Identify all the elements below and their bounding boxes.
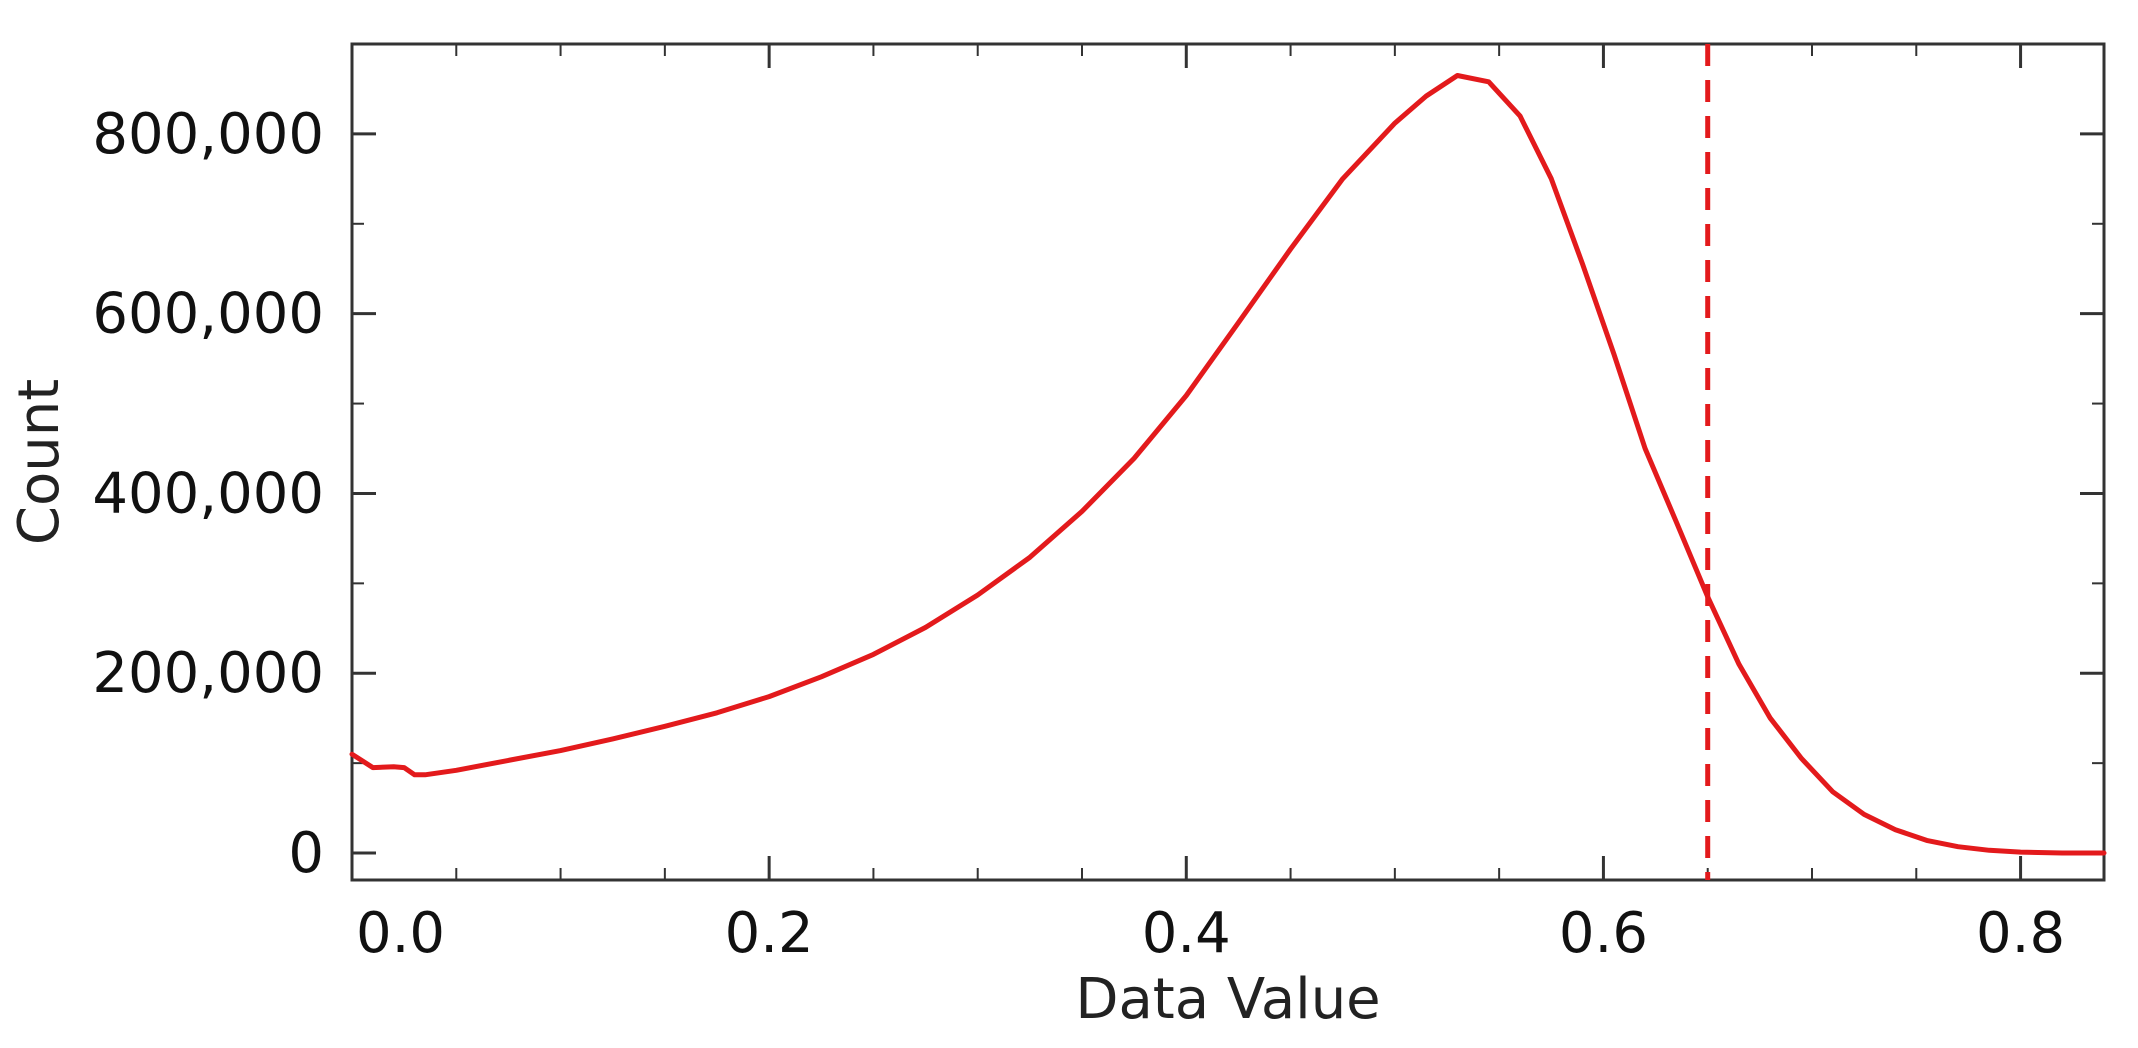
minor-ticks xyxy=(351,43,2104,880)
x-tick-label: 0.4 xyxy=(1142,901,1231,966)
x-tick-label: 0.8 xyxy=(1976,901,2065,966)
axis-ticks xyxy=(350,44,2104,880)
x-tick-label: 0.6 xyxy=(1559,901,1648,966)
y-tick-label: 400,000 xyxy=(92,461,324,526)
series-line xyxy=(349,73,2107,856)
y-tick-label: 0 xyxy=(288,821,324,886)
x-tick-label: 0.2 xyxy=(725,901,814,966)
plot-frame xyxy=(350,42,2106,882)
x-axis-title: Data Value xyxy=(1075,967,1380,1032)
x-tick-label: 0.0 xyxy=(356,901,445,966)
y-tick-label: 200,000 xyxy=(92,641,324,706)
y-tick-label: 800,000 xyxy=(92,102,324,167)
y-axis-title: Count xyxy=(7,379,72,545)
y-tick-label: 600,000 xyxy=(92,282,324,347)
tick-labels: 0.0 0.2 0.4 0.6 0.8 0 200,000 400,000 600,000 800… xyxy=(92,102,2065,966)
